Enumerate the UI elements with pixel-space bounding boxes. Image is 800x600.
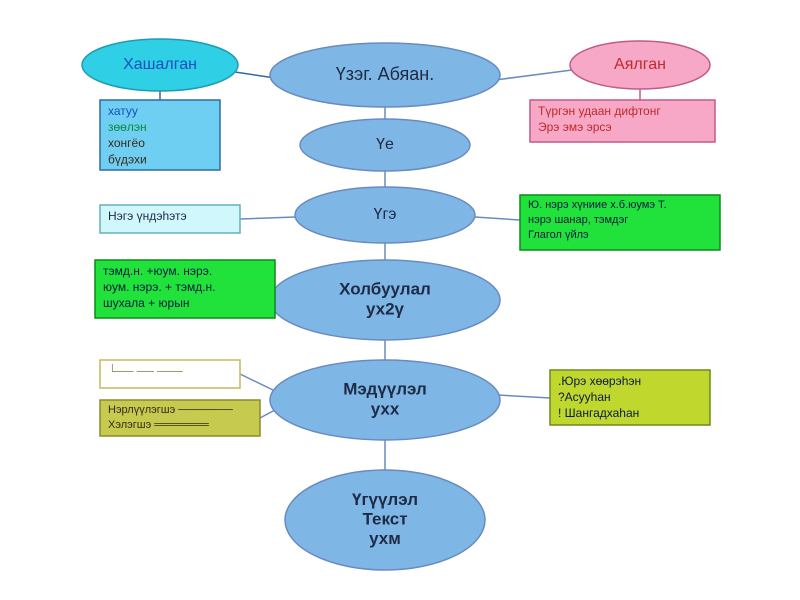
connector-line <box>475 217 520 220</box>
box-tamdg-line-2: шухала + юрын <box>103 296 189 310</box>
connector-line <box>498 395 550 398</box>
box-nege: Нэгэ үндэһэтэ <box>100 205 240 233</box>
box-tamdg-line-0: тэмд.н. +юум. нэрэ. <box>103 264 212 278</box>
box-tamdg-line-1: юум. нэрэ. + тэмд.н. <box>103 280 216 294</box>
box-hatuu-line-2: хонгёо <box>108 136 145 150</box>
box-blank-line-0: └── ── ─── <box>108 364 183 378</box>
box-yure-line-1: ?Асууһан <box>558 390 611 404</box>
box-yume-line-2: Глагол үйлэ <box>528 229 589 241</box>
box-diftong: Түргэн удаан дифтонг Эрэ эмэ эрсэ <box>530 100 715 142</box>
connector-line <box>240 217 295 219</box>
node-ayalgan-label: Аялган <box>614 56 666 73</box>
node-uguulel-label-0: Үгүүлэл <box>352 490 418 509</box>
box-yume-line-1: нэрэ шанар, тэмдэг <box>528 214 628 226</box>
box-blank: └── ── ─── <box>100 360 240 388</box>
node-uguulel: ҮгүүлэлТекстухм <box>285 470 485 570</box>
node-hashalgan: Хашалган <box>82 39 238 91</box>
node-uzeg-label: Үзэг. Абяан. <box>336 64 434 84</box>
node-hashalgan-label: Хашалган <box>123 56 197 73</box>
box-hatuu-line-1: зөөлэн <box>108 120 147 134</box>
box-diftong-line-1: Эрэ эмэ эрсэ <box>538 120 612 134</box>
box-yume: Ю. нэрэ хүниие х.б.юумэ Т. нэрэ шанар, тэ… <box>520 195 720 250</box>
node-meduulel-label-0: Мэдүүлэл <box>343 380 427 399</box>
box-diftong-line-0: Түргэн удаан дифтонг <box>538 104 661 118</box>
node-uguulel-label-1: Текст <box>362 509 407 528</box>
box-hatuu: хатуу зөөлэн хонгёо бүдэхи <box>100 100 220 170</box>
node-holbuulal-label-1: ух2γ <box>366 299 405 318</box>
box-nege-line-0: Нэгэ үндэһэтэ <box>108 209 187 223</box>
connector-line <box>235 72 275 78</box>
connector-line <box>495 70 572 80</box>
node-holbuulal-label-0: Холбуулал <box>339 280 431 299</box>
node-ye-label: Үе <box>376 136 394 153</box>
node-uguulel-label-2: ухм <box>369 529 401 548</box>
box-yume-line-0: Ю. нэрэ хүниие х.б.юумэ Т. <box>528 199 667 211</box>
box-nerl-line-0: Нэрлүүлэгшэ ─────── <box>108 404 233 416</box>
box-hatuu-line-0: хатуу <box>108 104 138 118</box>
node-uge-label: Үгэ <box>374 206 397 223</box>
box-nerl-line-1: Хэлэгшэ ═══════ <box>108 419 209 431</box>
node-holbuulal: Холбуулалух2γ <box>270 260 500 340</box>
node-ye: Үе <box>300 119 470 171</box>
box-yure-line-2: ! Шангадхаһан <box>558 406 639 420</box>
box-nerl: Нэрлүүлэгшэ ─────── Хэлэгшэ ═══════ <box>100 400 260 436</box>
connector-line <box>260 410 275 418</box>
node-meduulel: Мэдүүлэлухх <box>270 360 500 440</box>
box-hatuu-line-3: бүдэхи <box>108 152 147 166</box>
box-yure-line-0: .Юрэ хөөрэһэн <box>558 374 641 388</box>
node-uge: Үгэ <box>295 187 475 243</box>
connector-line <box>240 374 273 390</box>
box-yure: .Юрэ хөөрэһэн ?Асууһан ! Шангадхаһан <box>550 370 710 425</box>
node-meduulel-label-1: ухх <box>371 399 400 418</box>
box-tamdg: тэмд.н. +юум. нэрэ. юум. нэрэ. + тэмд.н. ш… <box>95 260 275 318</box>
node-uzeg: Үзэг. Абяан. <box>270 43 500 107</box>
node-ayalgan: Аялган <box>570 41 710 89</box>
